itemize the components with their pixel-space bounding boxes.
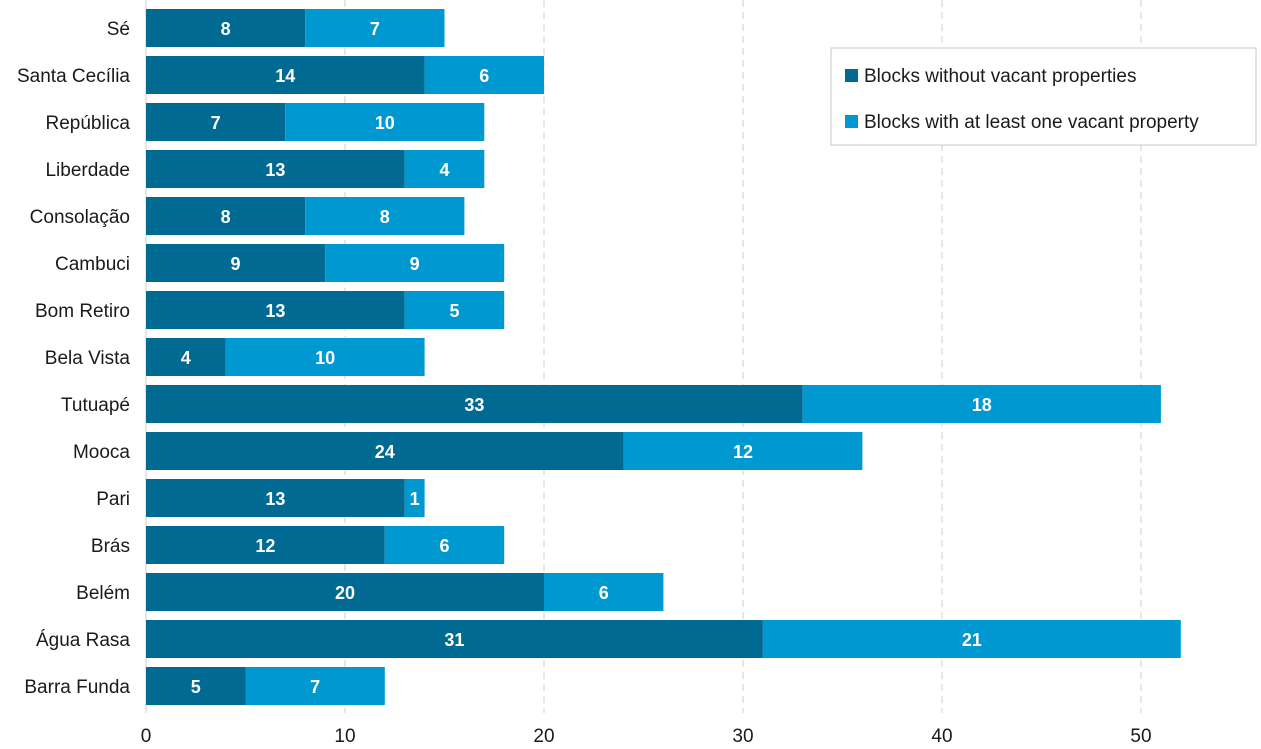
category-label: Bela Vista bbox=[45, 348, 131, 369]
bar-without-vacant bbox=[146, 385, 803, 423]
x-tick-label: 40 bbox=[931, 726, 952, 747]
category-label: Santa Cecília bbox=[17, 66, 130, 87]
bar-without-vacant bbox=[146, 244, 326, 282]
bar-with-vacant bbox=[305, 197, 465, 235]
bar-value-label: 10 bbox=[315, 348, 335, 368]
category-label: Barra Funda bbox=[24, 677, 130, 698]
bar-with-vacant bbox=[325, 244, 505, 282]
bar-without-vacant bbox=[146, 479, 405, 517]
bar-value-label: 18 bbox=[972, 395, 992, 415]
category-label: Sé bbox=[107, 19, 130, 40]
category-label: Água Rasa bbox=[36, 630, 130, 651]
bar-without-vacant bbox=[146, 150, 405, 188]
bar-with-vacant bbox=[225, 338, 425, 376]
x-tick-label: 0 bbox=[141, 726, 152, 747]
x-tick-label: 30 bbox=[732, 726, 753, 747]
legend-label-with-vacant: Blocks with at least one vacant property bbox=[864, 112, 1199, 133]
bar-without-vacant bbox=[146, 338, 226, 376]
bar-without-vacant bbox=[146, 526, 385, 564]
bar-with-vacant bbox=[305, 9, 445, 47]
bar-value-label: 21 bbox=[962, 630, 982, 650]
x-tick-label: 20 bbox=[533, 726, 554, 747]
bar-value-label: 4 bbox=[181, 348, 191, 368]
bar-value-label: 14 bbox=[275, 66, 295, 86]
bar-without-vacant bbox=[146, 9, 306, 47]
bar-value-label: 4 bbox=[439, 160, 449, 180]
category-label: Pari bbox=[96, 489, 130, 510]
x-tick-label: 50 bbox=[1130, 726, 1151, 747]
bar-value-label: 5 bbox=[191, 677, 201, 697]
bar-without-vacant bbox=[146, 291, 405, 329]
bar-value-label: 7 bbox=[310, 677, 320, 697]
bar-value-label: 20 bbox=[335, 583, 355, 603]
bar-with-vacant bbox=[544, 573, 664, 611]
bar-without-vacant bbox=[146, 56, 425, 94]
bar-with-vacant bbox=[404, 291, 505, 329]
category-label: Mooca bbox=[73, 442, 130, 463]
bar-value-label: 7 bbox=[370, 19, 380, 39]
bars bbox=[146, 9, 1181, 705]
bar-value-label: 7 bbox=[211, 113, 221, 133]
legend-box bbox=[830, 47, 1257, 146]
bar-value-label: 9 bbox=[231, 254, 241, 274]
legend-swatch-without-vacant bbox=[845, 69, 858, 82]
bar-value-label: 24 bbox=[375, 442, 395, 462]
category-label: Cambuci bbox=[55, 254, 130, 275]
bar-value-label: 1 bbox=[410, 489, 420, 509]
bar-value-label: 5 bbox=[449, 301, 459, 321]
bar-without-vacant bbox=[146, 573, 544, 611]
category-label: Brás bbox=[91, 536, 130, 557]
category-label: Belém bbox=[76, 583, 130, 604]
category-label: Tutuapé bbox=[61, 395, 130, 416]
bar-value-label: 12 bbox=[255, 536, 275, 556]
bar-without-vacant bbox=[146, 432, 624, 470]
bar-value-label: 6 bbox=[439, 536, 449, 556]
bar-with-vacant bbox=[762, 620, 1181, 658]
bar-without-vacant bbox=[146, 620, 763, 658]
bar-value-label: 6 bbox=[479, 66, 489, 86]
bar-with-vacant bbox=[404, 479, 425, 517]
category-label: Consolação bbox=[30, 207, 130, 228]
bar-value-label: 13 bbox=[265, 301, 285, 321]
bar-with-vacant bbox=[424, 56, 544, 94]
bar-value-label: 33 bbox=[464, 395, 484, 415]
bar-value-label: 9 bbox=[410, 254, 420, 274]
bar-value-label: 6 bbox=[599, 583, 609, 603]
bar-with-vacant bbox=[404, 150, 485, 188]
bar-with-vacant bbox=[384, 526, 505, 564]
bar-value-label: 10 bbox=[375, 113, 395, 133]
bar-without-vacant bbox=[146, 103, 286, 141]
bar-value-label: 8 bbox=[221, 19, 231, 39]
bar-with-vacant bbox=[245, 667, 385, 705]
bar-value-label: 31 bbox=[444, 630, 464, 650]
legend-swatch-with-vacant bbox=[845, 115, 858, 128]
bar-value-label: 12 bbox=[733, 442, 753, 462]
bar-with-vacant bbox=[802, 385, 1161, 423]
bar-without-vacant bbox=[146, 667, 246, 705]
legend: Blocks without vacant properties Blocks … bbox=[830, 47, 1257, 146]
bar-value-label: 8 bbox=[221, 207, 231, 227]
category-labels: Sé Santa Cecília República Liberdade Consola… bbox=[17, 19, 130, 698]
bar-with-vacant bbox=[285, 103, 485, 141]
x-tick-label: 10 bbox=[334, 726, 355, 747]
x-axis-ticks: 0 10 20 30 40 50 bbox=[141, 726, 1152, 747]
bar-value-label: 13 bbox=[265, 160, 285, 180]
legend-label-without-vacant: Blocks without vacant properties bbox=[864, 66, 1136, 87]
category-label: Bom Retiro bbox=[35, 301, 130, 322]
category-label: Liberdade bbox=[45, 160, 130, 181]
bar-value-label: 13 bbox=[265, 489, 285, 509]
bar-value-label: 8 bbox=[380, 207, 390, 227]
bar-with-vacant bbox=[623, 432, 863, 470]
bar-without-vacant bbox=[146, 197, 306, 235]
data-labels: 8 7 14 6 7 10 13 4 8 8 9 9 13 5 4 10 33 18 24 12 13 1 12 6 20 6 31… bbox=[181, 19, 992, 697]
category-label: República bbox=[46, 113, 131, 134]
